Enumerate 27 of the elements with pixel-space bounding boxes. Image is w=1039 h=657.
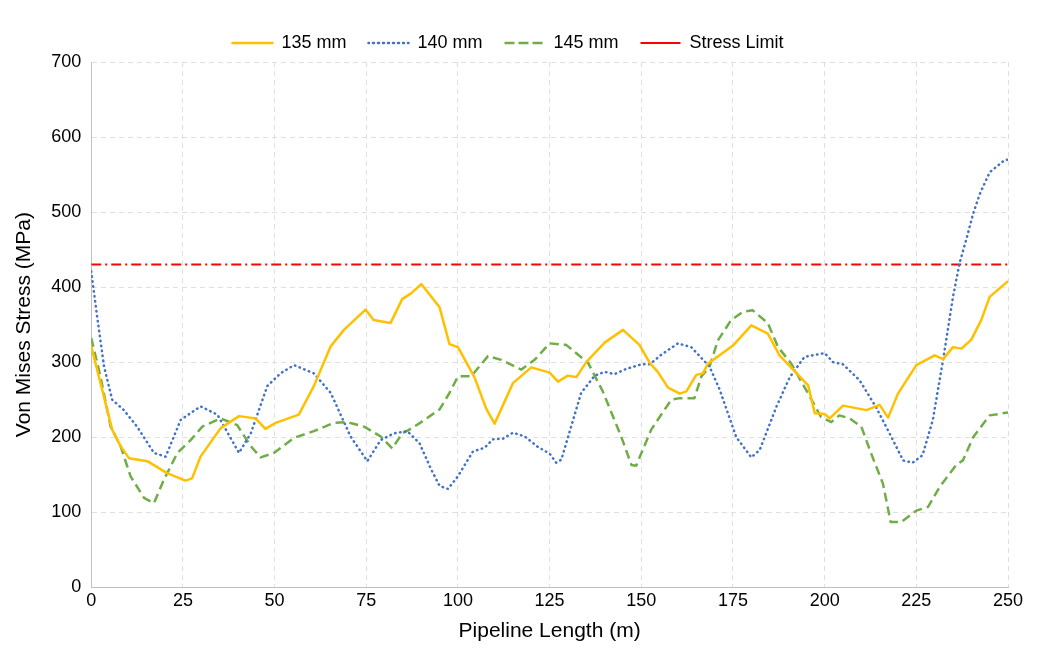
x-tick-label: 125 [534, 589, 565, 610]
y-tick-label: 200 [51, 426, 82, 447]
y-tick-label: 100 [51, 501, 82, 522]
y-tick-label: 600 [51, 126, 82, 146]
y-tick-label: 500 [51, 201, 82, 222]
x-tick-label: 25 [172, 589, 193, 610]
legend-label: Stress Limit [689, 31, 784, 52]
legend-label: 140 mm [417, 31, 483, 52]
x-tick-label: 225 [901, 589, 932, 610]
x-tick-label: 50 [264, 589, 285, 610]
y-axis-title: Von Mises Stress (MPa) [11, 211, 35, 438]
x-tick-label: 200 [809, 589, 840, 610]
line-series [91, 309, 1008, 524]
x-tick-label: 0 [86, 589, 97, 610]
legend-label: 135 mm [281, 31, 347, 52]
y-tick-label: 0 [71, 576, 82, 597]
y-tick-label: 400 [51, 276, 82, 297]
x-tick-label: 150 [626, 589, 657, 610]
y-tick-label: 700 [51, 50, 82, 71]
x-axis-title: Pipeline Length (m) [458, 618, 641, 642]
x-tick-label: 175 [717, 589, 748, 610]
x-tick-label: 100 [442, 589, 473, 610]
x-tick-label: 250 [992, 589, 1024, 610]
line-series [91, 158, 1008, 491]
y-tick-label: 300 [51, 351, 82, 372]
legend-label: 145 mm [553, 31, 619, 52]
x-tick-label: 75 [356, 589, 377, 610]
